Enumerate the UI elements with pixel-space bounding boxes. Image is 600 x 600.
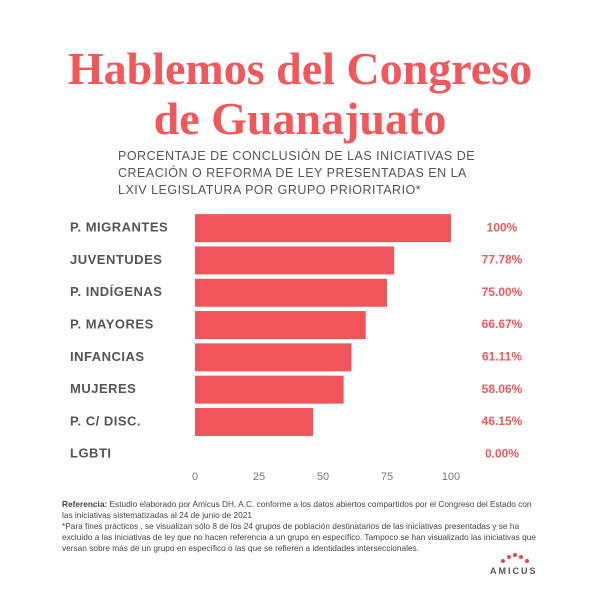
chart: 0 25 50 75 100 P. MIGRANTES 100% JUVENTUDES 77.7… xyxy=(70,214,523,483)
value-label: 61.11% xyxy=(482,350,522,364)
bar xyxy=(195,375,344,404)
category-label: JUVENTUDES xyxy=(70,252,162,267)
bar xyxy=(195,278,387,307)
bar xyxy=(195,246,395,275)
title-line: de Guanajuato xyxy=(153,93,447,144)
bar xyxy=(195,343,352,372)
category-label: LGBTI xyxy=(70,446,112,461)
x-tick-label: 75 xyxy=(381,471,393,483)
category-label: P. MAYORES xyxy=(70,316,154,331)
value-label: 75.00% xyxy=(482,285,523,299)
value-label: 0.00% xyxy=(485,446,519,460)
logo: AMICUS xyxy=(490,566,538,576)
note: *Para fines prácticos , se visualizan só… xyxy=(62,521,536,553)
category-label: INFANCIAS xyxy=(70,349,145,364)
category-label: P. MIGRANTES xyxy=(70,220,168,235)
title-line: Hablemos del Congreso xyxy=(67,43,533,94)
bar xyxy=(195,214,451,243)
reference: Referencia: Estudio elaborado por Amicus… xyxy=(62,499,544,521)
value-label: 66.67% xyxy=(482,317,523,331)
category-label: P. C/ DISC. xyxy=(70,413,141,428)
value-label: 100% xyxy=(487,220,518,234)
bar xyxy=(195,407,314,436)
reference-label: Referencia: xyxy=(62,499,108,509)
x-tick-label: 0 xyxy=(192,471,198,483)
category-label: MUJERES xyxy=(70,381,136,396)
x-tick-label: 50 xyxy=(317,471,329,483)
value-label: 77.78% xyxy=(482,253,523,267)
subtitle: PORCENTAJE DE CONCLUSIÓN DE LAS INICIATI… xyxy=(118,149,476,197)
bar xyxy=(195,311,366,340)
x-tick-label: 25 xyxy=(253,471,265,483)
x-tick-label: 100 xyxy=(442,471,460,483)
value-label: 46.15% xyxy=(482,414,523,428)
value-label: 58.06% xyxy=(482,382,523,396)
reference-text: Estudio elaborado por Amicus DH, A.C. co… xyxy=(62,499,532,520)
category-label: P. INDÍGENAS xyxy=(70,284,162,299)
